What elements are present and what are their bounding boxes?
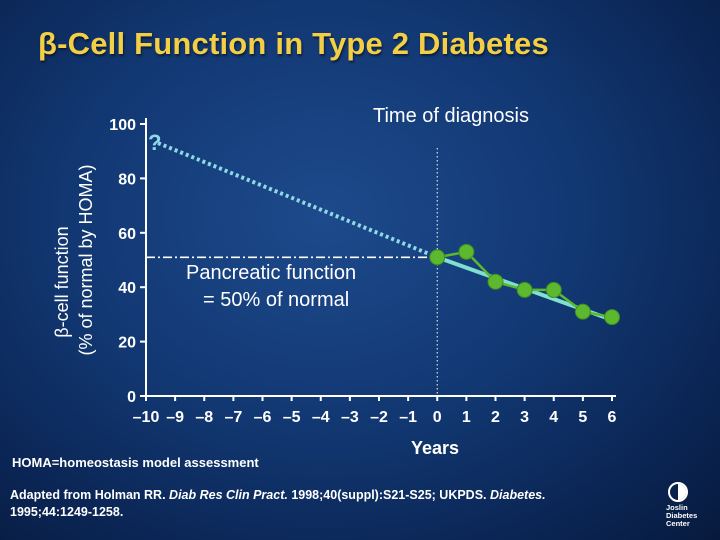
- x-tick-label: 6: [608, 409, 617, 426]
- x-tick-label: –7: [224, 409, 242, 426]
- y-tick-label: 40: [118, 280, 136, 297]
- citation-journal2: Diabetes.: [490, 488, 546, 502]
- time-of-diagnosis-label: Time of diagnosis: [373, 105, 529, 127]
- data-point: [458, 243, 475, 260]
- pancreatic-function-label-line2: = 50% of normal: [203, 289, 349, 311]
- x-tick-label: –2: [370, 409, 388, 426]
- x-tick-label: –1: [399, 409, 417, 426]
- y-tick-group: 0 20 40 60 80 100: [109, 117, 146, 406]
- logo-line3: Center: [666, 519, 690, 528]
- x-tick-label: 1: [462, 409, 471, 426]
- data-point: [487, 273, 504, 290]
- data-point: [604, 309, 620, 326]
- citation-part1: Adapted from Holman RR.: [10, 488, 170, 502]
- y-tick-label: 100: [109, 117, 136, 134]
- x-tick-label: 3: [520, 409, 529, 426]
- x-tick-label: –9: [166, 409, 184, 426]
- y-tick-label: 80: [118, 171, 136, 188]
- data-point: [574, 303, 591, 320]
- x-tick-label: 4: [549, 409, 558, 426]
- logo-line2: Diabetes: [666, 511, 698, 520]
- slide-title: β-Cell Function in Type 2 Diabetes: [38, 26, 549, 61]
- data-point: [545, 281, 562, 298]
- x-tick-label: 2: [491, 409, 500, 426]
- citation-journal1: Diab Res Clin Pract.: [169, 488, 288, 502]
- y-tick-label: 60: [118, 226, 136, 243]
- data-point: [429, 249, 446, 266]
- x-tick-label: –6: [254, 409, 272, 426]
- x-tick-label: –5: [283, 409, 301, 426]
- x-tick-label: 0: [433, 409, 442, 426]
- y-axis-title-line2: (% of normal by HOMA): [76, 164, 96, 355]
- joslin-logo-icon: [668, 482, 688, 502]
- x-tick-label: –8: [195, 409, 213, 426]
- x-tick-label: –3: [341, 409, 359, 426]
- question-mark-annotation: ?: [148, 130, 161, 155]
- x-tick-label: –10: [133, 409, 160, 426]
- joslin-logo: Joslin Diabetes Center: [666, 482, 710, 528]
- extrapolated-decline-line: [157, 141, 439, 260]
- data-point: [516, 281, 533, 298]
- y-tick-label: 0: [127, 389, 136, 406]
- data-point-group: [429, 243, 620, 326]
- y-tick-label: 20: [118, 335, 136, 352]
- homa-footnote: HOMA=homeostasis model assessment: [12, 455, 259, 470]
- x-tick-group: –10 –9 –8 –7 –6 –5 –4 –3 –2 –1 0 1 2 3 4 5 6: [133, 396, 617, 426]
- pancreatic-function-label-line1: Pancreatic function: [186, 262, 356, 284]
- x-tick-label: 5: [578, 409, 587, 426]
- x-axis-title: Years: [411, 438, 459, 458]
- y-axis-title-line1: β-cell function: [52, 226, 72, 337]
- citation-part2: 1998;40(suppl):S21-S25; UKPDS.: [287, 488, 490, 502]
- source-citation: Adapted from Holman RR. Diab Res Clin Pr…: [10, 487, 620, 521]
- x-tick-label: –4: [312, 409, 330, 426]
- citation-part3: 1995;44:1249-1258.: [10, 505, 124, 519]
- logo-line1: Joslin: [666, 503, 688, 512]
